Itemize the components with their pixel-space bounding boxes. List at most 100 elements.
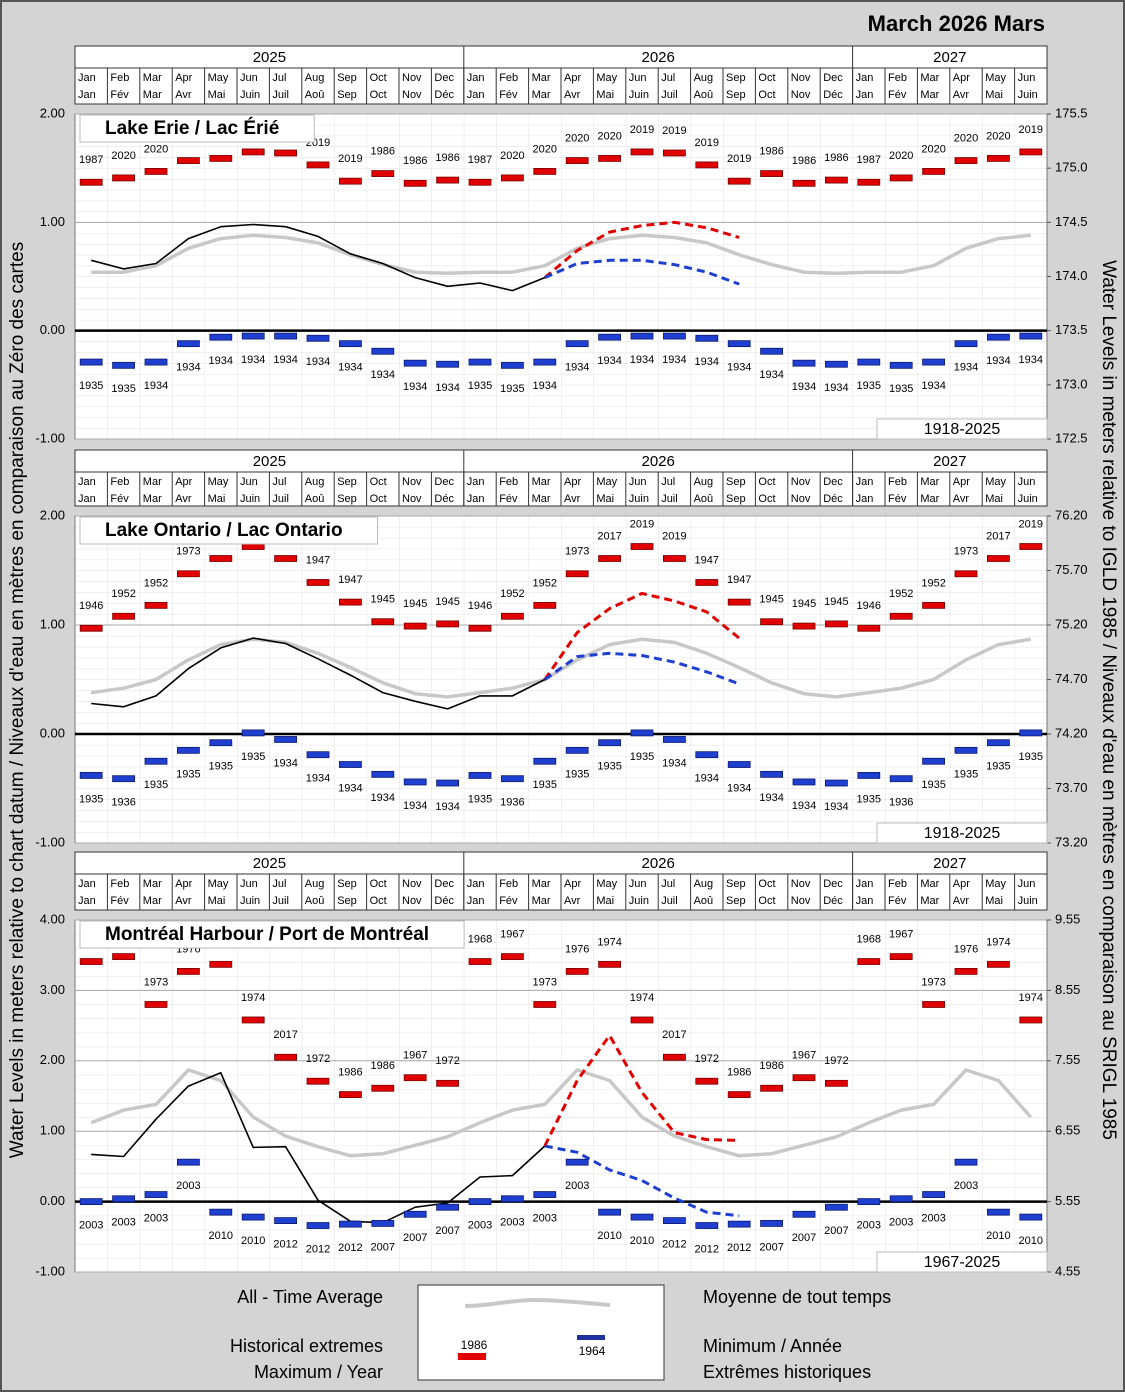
- y-axis-label: Water Levels in meters relative to chart…: [7, 242, 28, 1158]
- min-marker: [500, 775, 524, 783]
- min-marker: [241, 729, 265, 737]
- month-label: Aug: [694, 476, 714, 488]
- month-label-fr: Mai: [208, 89, 226, 101]
- month-label-fr: Aoû: [694, 895, 714, 907]
- min-marker: [857, 1198, 881, 1205]
- month-label: Mar: [920, 72, 939, 84]
- min-year-label: 1934: [954, 362, 978, 374]
- min-year-label: 1934: [403, 381, 427, 393]
- min-marker: [403, 778, 427, 786]
- month-label: Feb: [499, 476, 518, 488]
- month-label: Nov: [402, 72, 422, 84]
- min-year-label: 2007: [403, 1232, 427, 1244]
- month-label-fr: Déc: [823, 493, 843, 505]
- min-marker: [176, 1158, 200, 1166]
- min-year-label: 1934: [338, 782, 362, 794]
- month-label: Jul: [272, 476, 286, 488]
- month-label-fr: Fév: [499, 493, 518, 505]
- forecast-line: [543, 220, 740, 279]
- month-label: May: [208, 72, 229, 84]
- min-year-label: 2003: [533, 1212, 557, 1224]
- month-label: Oct: [370, 72, 387, 84]
- y2-axis-label: Water Levels in meters relative to IGLD …: [1098, 260, 1119, 1140]
- max-year-label: 2017: [597, 530, 621, 542]
- min-year-label: 1934: [371, 792, 395, 804]
- max-marker: [695, 161, 719, 169]
- month-label: Nov: [791, 72, 811, 84]
- min-year-label: 1934: [1019, 354, 1043, 366]
- max-marker: [565, 570, 589, 578]
- max-year-label: 1968: [468, 933, 492, 945]
- month-label-fr: Oct: [758, 493, 775, 505]
- min-marker: [371, 347, 395, 355]
- min-marker: [565, 1158, 589, 1166]
- max-marker: [436, 176, 460, 184]
- min-year-label: 1934: [435, 382, 459, 394]
- min-year-label: 2007: [435, 1225, 459, 1237]
- min-marker: [500, 361, 524, 369]
- min-marker: [663, 736, 686, 743]
- max-year-label: 1952: [533, 577, 557, 589]
- month-label-fr: Jan: [856, 895, 874, 907]
- month-label-fr: Aoû: [305, 895, 325, 907]
- min-marker: [565, 340, 589, 348]
- month-label: Oct: [758, 72, 775, 84]
- max-marker: [987, 960, 1010, 968]
- max-year-label: 1986: [403, 155, 427, 167]
- max-marker: [760, 1084, 783, 1092]
- min-year-label: 2003: [921, 1212, 945, 1224]
- max-year-label: 1945: [792, 598, 816, 610]
- month-label-fr: Mai: [208, 493, 226, 505]
- max-marker: [338, 1091, 362, 1098]
- min-marker: [500, 1195, 524, 1203]
- max-year-label: 1946: [468, 600, 492, 612]
- min-marker: [630, 332, 654, 340]
- month-label-fr: Oct: [758, 895, 775, 907]
- min-year-label: 2003: [468, 1220, 492, 1232]
- min-marker: [825, 779, 848, 787]
- min-marker: [79, 1198, 103, 1205]
- max-marker: [792, 622, 816, 630]
- min-marker: [889, 361, 913, 369]
- month-label: May: [985, 476, 1006, 488]
- max-year-label: 1947: [306, 554, 330, 566]
- month-label: Mar: [532, 476, 551, 488]
- max-marker: [176, 570, 200, 578]
- month-label-fr: Juin: [629, 493, 649, 505]
- month-label: Nov: [791, 476, 811, 488]
- min-year-label: 1934: [273, 354, 297, 366]
- month-label: Oct: [370, 476, 387, 488]
- month-label-fr: Nov: [791, 89, 811, 101]
- max-year-label: 1972: [824, 1055, 848, 1067]
- max-year-label: 1974: [630, 992, 654, 1004]
- y2-tick-label: 5.55: [1055, 1193, 1080, 1208]
- max-year-label: 2017: [986, 530, 1010, 542]
- year-label: 2025: [253, 49, 286, 66]
- max-marker: [565, 967, 589, 975]
- min-year-label: 1934: [273, 757, 297, 769]
- month-label: Apr: [953, 476, 970, 488]
- min-marker: [857, 358, 881, 366]
- min-marker: [825, 360, 848, 368]
- month-label-fr: Mar: [532, 895, 551, 907]
- min-year-label: 1934: [306, 356, 330, 368]
- y2-tick-label: 76.20: [1055, 507, 1088, 522]
- month-label: Jan: [467, 476, 485, 488]
- min-marker: [338, 1220, 362, 1228]
- max-marker: [112, 612, 135, 620]
- month-label-fr: Aoû: [694, 493, 714, 505]
- month-label: Jan: [856, 72, 874, 84]
- month-label: Mar: [920, 476, 939, 488]
- max-year-label: 1986: [824, 152, 848, 164]
- max-marker: [727, 1091, 751, 1098]
- min-marker: [760, 347, 783, 355]
- month-label-fr: Fév: [110, 895, 129, 907]
- max-marker: [371, 618, 395, 626]
- max-year-label: 1987: [857, 154, 881, 166]
- max-marker: [630, 1016, 654, 1024]
- legend-min-marker: [577, 1335, 605, 1340]
- min-marker: [630, 1213, 654, 1221]
- min-marker: [663, 1217, 686, 1225]
- max-year-label: 1952: [889, 588, 913, 600]
- max-year-label: 1974: [241, 992, 265, 1004]
